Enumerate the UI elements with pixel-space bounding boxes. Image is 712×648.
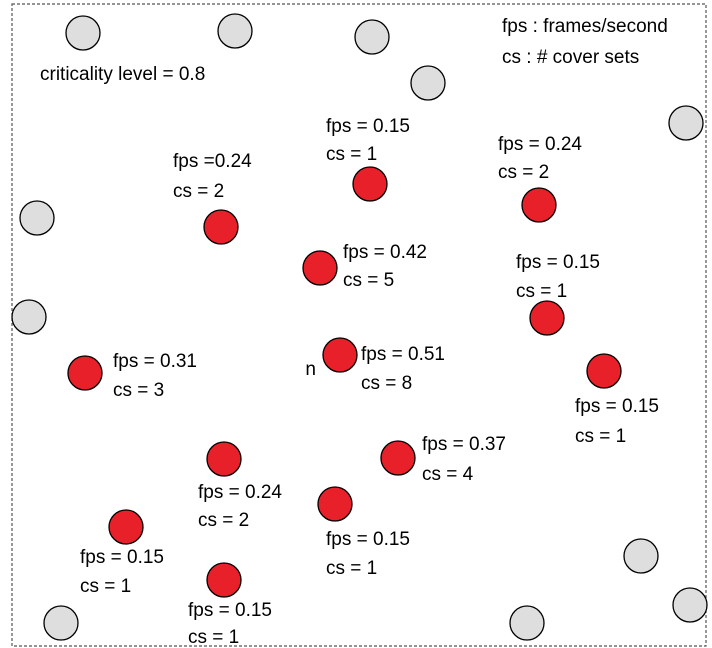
node-fps-label: fps = 0.15 bbox=[516, 252, 600, 273]
node-cs-label: cs = 1 bbox=[188, 627, 239, 648]
active-node bbox=[206, 562, 242, 598]
legend-fps: fps : frames/second bbox=[502, 16, 668, 37]
active-node bbox=[67, 355, 103, 391]
active-node bbox=[529, 300, 565, 336]
node-fps-label: fps = 0.24 bbox=[498, 134, 582, 155]
node-fps-label: fps = 0.42 bbox=[343, 242, 427, 263]
inactive-node bbox=[623, 538, 659, 574]
node-fps-label: fps = 0.15 bbox=[326, 116, 410, 137]
inactive-nodes bbox=[11, 13, 708, 641]
active-node bbox=[302, 250, 338, 286]
inactive-node bbox=[668, 105, 704, 141]
active-node bbox=[352, 166, 388, 202]
node-cs-label: cs = 5 bbox=[343, 270, 394, 291]
inactive-node bbox=[43, 605, 79, 641]
active-nodes bbox=[67, 166, 622, 598]
node-cs-label: cs = 8 bbox=[361, 373, 412, 394]
inactive-node bbox=[217, 13, 253, 49]
node-cs-label: cs = 3 bbox=[113, 380, 164, 401]
node-fps-label: fps = 0.37 bbox=[422, 434, 506, 455]
inactive-node bbox=[11, 299, 47, 335]
node-cs-label: cs = 1 bbox=[326, 144, 377, 165]
inactive-node bbox=[19, 200, 55, 236]
criticality-label: criticality level = 0.8 bbox=[40, 64, 205, 85]
node-cs-label: cs = 2 bbox=[498, 162, 549, 183]
node-cs-label: cs = 1 bbox=[80, 576, 131, 597]
active-node bbox=[521, 187, 557, 223]
node-fps-label: fps = 0.15 bbox=[575, 396, 659, 417]
inactive-node bbox=[410, 65, 446, 101]
active-node bbox=[317, 486, 353, 522]
node-fps-label: fps = 0.51 bbox=[361, 344, 445, 365]
inactive-node bbox=[672, 587, 708, 623]
node-cs-label: cs = 2 bbox=[173, 181, 224, 202]
active-node bbox=[203, 209, 239, 245]
node-cs-label: cs = 4 bbox=[422, 464, 474, 485]
node-fps-label: fps = 0.15 bbox=[326, 529, 410, 550]
active-node bbox=[322, 337, 358, 373]
node-cs-label: cs = 1 bbox=[575, 426, 626, 447]
diagram-border bbox=[11, 3, 707, 647]
active-node bbox=[108, 509, 144, 545]
inactive-node bbox=[65, 15, 101, 51]
node-fps-label: fps = 0.24 bbox=[198, 482, 282, 503]
inactive-node bbox=[509, 605, 545, 641]
active-node bbox=[380, 440, 416, 476]
node-fps-label: fps = 0.15 bbox=[80, 547, 164, 568]
node-fps-label: fps = 0.31 bbox=[113, 351, 197, 372]
node-cs-label: cs = 2 bbox=[198, 510, 249, 531]
active-node bbox=[206, 441, 242, 477]
node-fps-label: fps = 0.15 bbox=[188, 600, 272, 621]
node-cs-label: cs = 1 bbox=[516, 281, 567, 302]
node-id-label: n bbox=[305, 359, 316, 381]
node-fps-label: fps =0.24 bbox=[173, 151, 252, 172]
active-node bbox=[586, 353, 622, 389]
inactive-node bbox=[354, 19, 390, 55]
node-cs-label: cs = 1 bbox=[326, 558, 377, 579]
legend-cs: cs : # cover sets bbox=[502, 47, 639, 68]
